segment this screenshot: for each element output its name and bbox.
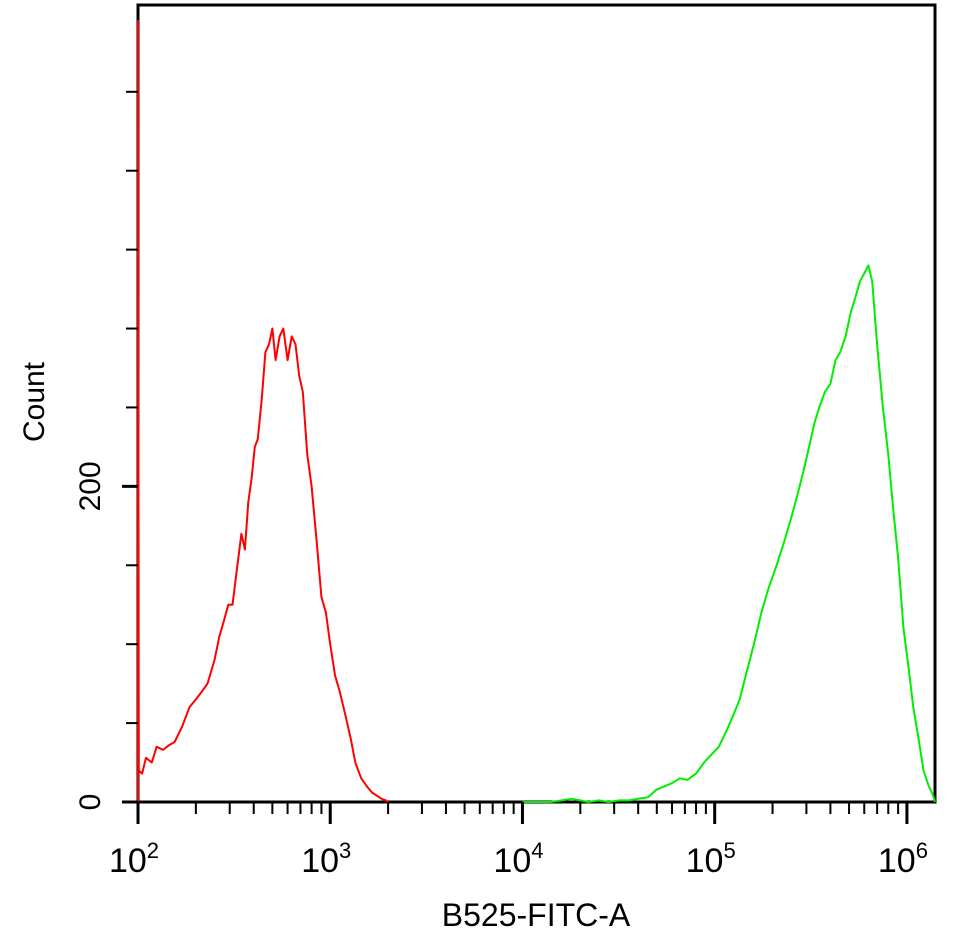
y-axis-ticks: 0 200 (74, 90, 138, 811)
x-axis-title: B525-FITC-A (442, 897, 631, 932)
series-line-1 (522, 264, 936, 803)
x-tick-label: 102 (109, 838, 159, 880)
x-tick-label: 104 (493, 838, 543, 880)
x-tick-label: 105 (686, 838, 736, 880)
series-line-0 (137, 19, 389, 803)
x-tick-label: 103 (301, 838, 351, 880)
y-tick-label: 0 (74, 794, 107, 811)
plot-frame (136, 3, 937, 804)
x-axis-ticks: 102 103 104 105 106 (109, 802, 928, 880)
x-tick-label: 106 (878, 838, 928, 880)
y-tick-label: 200 (74, 461, 107, 511)
y-axis-title: Count (18, 361, 51, 442)
series-layer (137, 19, 936, 803)
